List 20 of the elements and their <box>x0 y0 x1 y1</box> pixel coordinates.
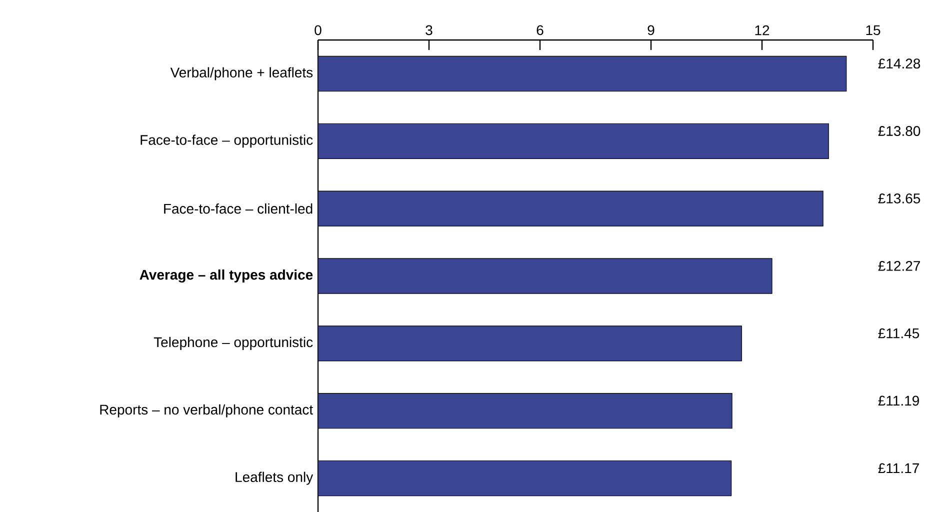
data-label: £13.65 <box>878 193 920 204</box>
x-tick-label: 6 <box>536 25 544 36</box>
y-tick-label: Telephone – opportunistic <box>154 336 313 350</box>
x-tick-label: 15 <box>866 25 880 36</box>
y-tick-label: Verbal/phone + leaflets <box>170 67 313 80</box>
x-tick-label: 0 <box>314 25 322 36</box>
y-tick-label: Leaflets only <box>236 472 314 485</box>
x-tick-label: 9 <box>648 25 654 36</box>
y-tick-label: Face-to-face – client-led <box>164 203 312 214</box>
x-tick-label: 12 <box>755 25 770 36</box>
data-label: £13.80 <box>878 126 920 136</box>
data-label: £11.17 <box>878 463 919 474</box>
data-label: £14.28 <box>878 58 920 69</box>
x-tick-label: 3 <box>426 25 432 36</box>
data-label: £11.19 <box>878 396 919 406</box>
y-tick-label: Face-to-face – opportunistic <box>140 134 313 148</box>
data-label: £11.45 <box>878 328 920 338</box>
data-label: £12.27 <box>878 260 920 271</box>
y-tick-label: Reports – no verbal/phone contact <box>100 404 313 418</box>
y-tick-label: Average – all types advice <box>140 269 313 283</box>
